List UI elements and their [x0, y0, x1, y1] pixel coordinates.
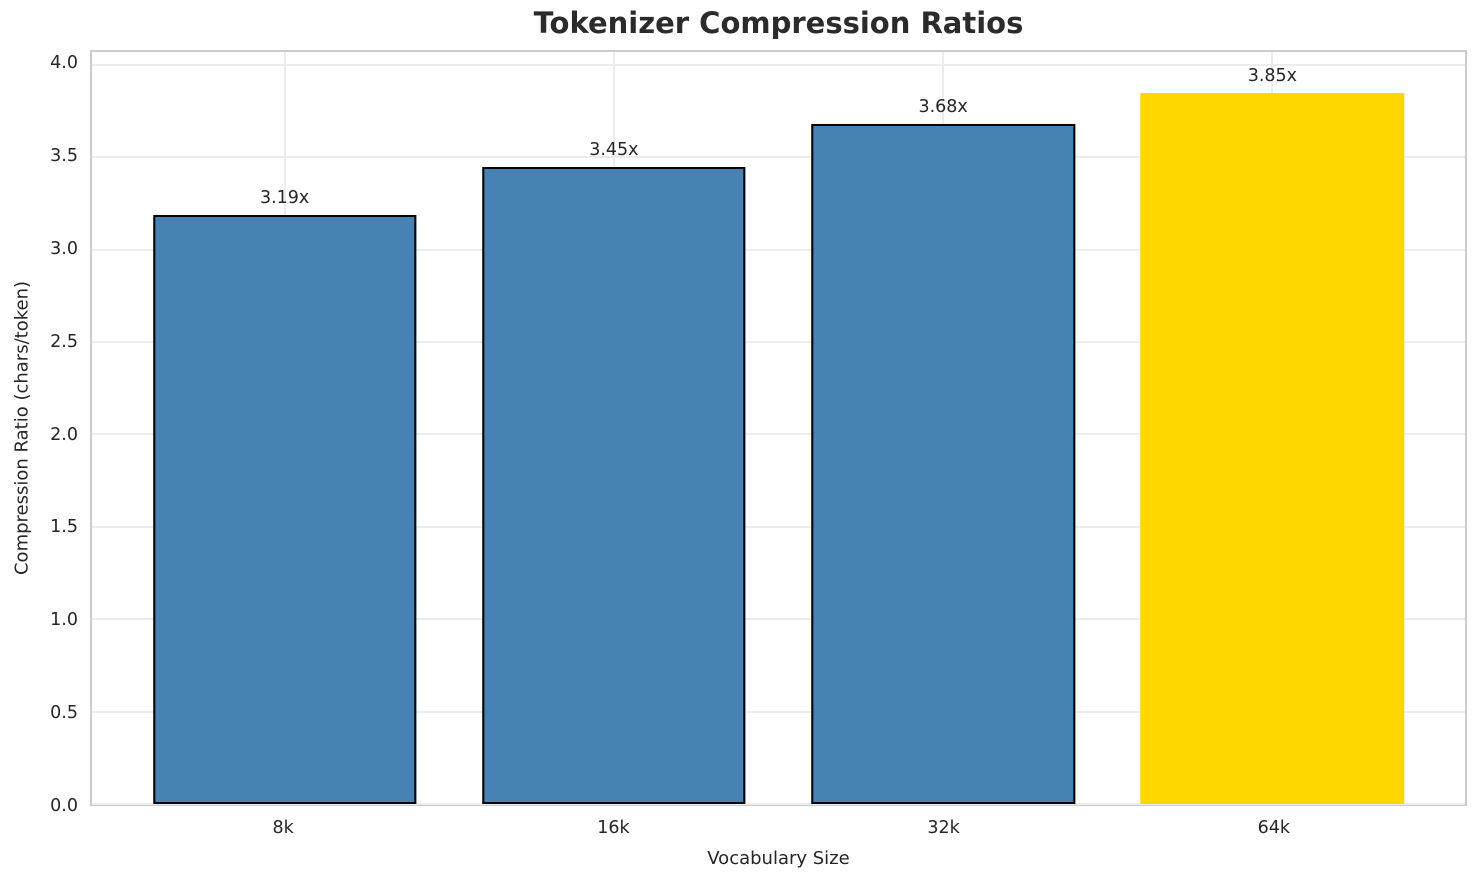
x-axis-label: Vocabulary Size — [707, 848, 850, 869]
y-axis-label: Compression Ratio (chars/token) — [11, 280, 33, 576]
bar-value-label: 3.45x — [589, 139, 639, 160]
y-tick-label: 2.0 — [50, 424, 78, 445]
y-gridline — [92, 710, 1465, 713]
y-tick-label: 1.0 — [50, 610, 78, 631]
bar-64k — [1140, 92, 1405, 804]
x-tick-label-64k: 64k — [1257, 818, 1291, 838]
y-gridline — [92, 433, 1465, 436]
x-tick-label-16k: 16k — [597, 818, 630, 838]
chart-title: Tokenizer Compression Ratios — [533, 6, 1024, 40]
bar-32k — [811, 124, 1075, 804]
y-tick-label: 3.0 — [50, 238, 78, 259]
x-tick-label-32k: 32k — [927, 818, 960, 838]
plot-area: 3.19x 3.45x 3.68x 3.85x — [90, 50, 1467, 806]
y-tick-label: 3.5 — [50, 145, 78, 166]
y-gridline — [92, 156, 1465, 159]
y-tick-label: 0.0 — [50, 796, 78, 816]
bar-value-label: 3.68x — [918, 97, 968, 118]
y-gridline — [92, 341, 1465, 344]
x-tick-label-8k: 8k — [272, 818, 294, 838]
y-tick-label: 0.5 — [50, 703, 78, 724]
bar-value-label: 3.19x — [259, 187, 310, 208]
y-tick-label: 1.5 — [50, 517, 78, 538]
y-gridline — [92, 525, 1465, 528]
y-gridline — [92, 803, 1465, 805]
bar-value-label: 3.85x — [1247, 65, 1298, 86]
y-tick-label: 2.5 — [50, 331, 78, 352]
bar-8k — [152, 214, 417, 804]
y-gridline — [92, 63, 1465, 66]
y-tick-label: 4.0 — [50, 53, 78, 73]
y-gridline — [92, 248, 1465, 251]
y-gridline — [92, 618, 1465, 621]
bar-16k — [482, 166, 746, 804]
